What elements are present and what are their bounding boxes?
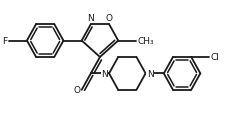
Text: F: F <box>2 37 8 46</box>
Text: N: N <box>88 14 94 23</box>
Text: O: O <box>106 14 112 23</box>
Text: N: N <box>147 69 153 78</box>
Text: N: N <box>101 69 108 78</box>
Text: CH₃: CH₃ <box>138 37 154 46</box>
Text: O: O <box>74 86 81 95</box>
Text: Cl: Cl <box>211 53 220 62</box>
